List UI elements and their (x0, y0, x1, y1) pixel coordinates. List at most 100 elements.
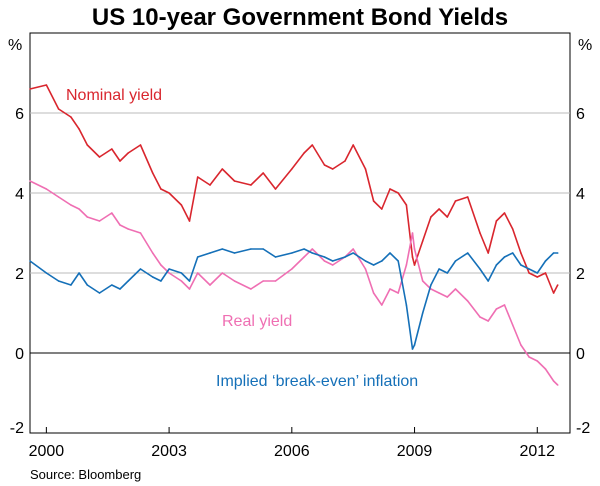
breakeven-inflation-line-point (262, 248, 264, 250)
nominal-yield-line-point (421, 240, 424, 242)
annotation-nominal-yield: Nominal yield (66, 87, 162, 104)
breakeven-inflation-line-point (303, 248, 305, 250)
real-yield-line-point (98, 220, 101, 222)
nominal-yield-line-point (209, 184, 211, 186)
nominal-yield-line-point (352, 144, 354, 146)
breakeven-inflation-line-point (479, 268, 481, 270)
nominal-yield-line-point (98, 156, 101, 158)
breakeven-inflation-line-point (209, 252, 211, 254)
y-unit-left: % (8, 37, 22, 54)
real-yield-line-point (209, 284, 211, 286)
real-yield-line-point (70, 204, 72, 206)
nominal-yield-line-point (438, 208, 440, 210)
breakeven-inflation-line-point (127, 280, 129, 282)
breakeven-inflation-line-point (503, 256, 506, 258)
real-yield-line-point (411, 232, 414, 234)
real-yield-line-point (479, 316, 481, 318)
real-yield-line-point (503, 304, 506, 306)
nominal-yield-line-point (151, 172, 154, 174)
nominal-yield-line-point (479, 232, 481, 234)
nominal-yield-line-point (381, 208, 383, 210)
breakeven-inflation-line-point (446, 272, 449, 274)
nominal-yield-line-point (372, 200, 375, 202)
nominal-yield-line-point (70, 116, 72, 118)
real-yield-line-point (389, 288, 391, 290)
y-tick-label-left: 2 (15, 266, 24, 283)
breakeven-inflation-line-point (552, 252, 555, 254)
x-tick-label: 2006 (274, 443, 310, 460)
nominal-yield-line-point (188, 220, 191, 222)
nominal-yield-line-point (45, 84, 48, 86)
nominal-yield-line-point (221, 168, 224, 170)
real-yield-line-point (127, 228, 129, 230)
source-note: Source: Bloomberg (30, 467, 141, 482)
nominal-yield-line-point (139, 144, 142, 146)
breakeven-inflation-line-point (250, 248, 252, 250)
real-yield-line-point (352, 248, 354, 250)
breakeven-inflation-line-point (78, 272, 80, 274)
nominal-yield-line-point (413, 264, 416, 266)
breakeven-inflation-line-point (160, 280, 162, 282)
real-yield-line-point (552, 380, 555, 382)
nominal-yield-line-point (111, 148, 113, 150)
y-tick-label-right: 6 (576, 106, 585, 123)
real-yield-line-point (446, 296, 449, 298)
breakeven-inflation-line-point (151, 276, 154, 278)
breakeven-inflation-line-point (528, 268, 530, 270)
nominal-yield-line-point (430, 216, 432, 218)
breakeven-inflation-line-point (556, 252, 559, 254)
x-tick-label: 2003 (151, 443, 187, 460)
real-yield-line (29, 180, 559, 386)
breakeven-inflation-line-point (421, 312, 424, 314)
real-yield-line-point (487, 320, 489, 322)
nominal-yield-line-point (29, 88, 31, 90)
breakeven-inflation-line-point (196, 256, 199, 258)
real-yield-line-point (111, 212, 113, 214)
breakeven-inflation-line-point (344, 256, 346, 258)
real-yield-line-point (221, 272, 224, 274)
real-yield-line-point (454, 288, 457, 290)
y-tick-labels: -2 -2 0 0 2 2 4 4 6 6 (10, 106, 591, 437)
nominal-yield-line-point (262, 172, 264, 174)
real-yield-line-point (511, 324, 514, 326)
breakeven-inflation-line (29, 248, 558, 350)
breakeven-inflation-line-point (168, 268, 170, 270)
series-lines (29, 84, 559, 386)
nominal-yield-line-point (311, 144, 314, 146)
breakeven-inflation-line-point (389, 252, 391, 254)
real-yield-line-point (303, 256, 305, 258)
nominal-yield-line-point (274, 188, 277, 190)
x-tick-label: 2009 (397, 443, 433, 460)
real-yield-line-point (168, 272, 170, 274)
y-tick-label-left: -2 (10, 420, 24, 437)
nominal-yield-line-point (57, 108, 60, 110)
y-tick-label-right: -2 (576, 420, 590, 437)
real-yield-line-point (45, 188, 48, 190)
nominal-yield-line-point (487, 252, 489, 254)
real-yield-line-point (139, 232, 142, 234)
breakeven-inflation-line-point (274, 256, 277, 258)
x-tick-label: 2000 (29, 443, 65, 460)
nominal-yield-line-point (344, 160, 346, 162)
breakeven-inflation-line-point (233, 252, 236, 254)
breakeven-inflation-line-point (111, 284, 113, 286)
breakeven-inflation-line-point (323, 256, 326, 258)
breakeven-inflation-line-point (466, 252, 469, 254)
real-yield-line-point (438, 292, 440, 294)
nominal-yield-line-point (160, 188, 162, 190)
real-yield-line-point (372, 292, 375, 294)
real-yield-line-point (520, 344, 522, 346)
real-yield-line-point (188, 288, 191, 290)
real-yield-line-point (29, 180, 31, 182)
nominal-yield-line-point (520, 252, 522, 254)
nominal-yield-line-point (389, 188, 391, 190)
nominal-yield-line-point (78, 128, 80, 130)
real-yield-line-point (291, 268, 293, 270)
breakeven-inflation-line-point (454, 260, 457, 262)
breakeven-inflation-line-point (139, 268, 142, 270)
nominal-yield-line-point (528, 272, 530, 274)
breakeven-inflation-line-point (57, 280, 60, 282)
breakeven-inflation-line-point (438, 268, 440, 270)
nominal-yield-line-point (364, 168, 367, 170)
real-yield-line-point (397, 292, 399, 294)
